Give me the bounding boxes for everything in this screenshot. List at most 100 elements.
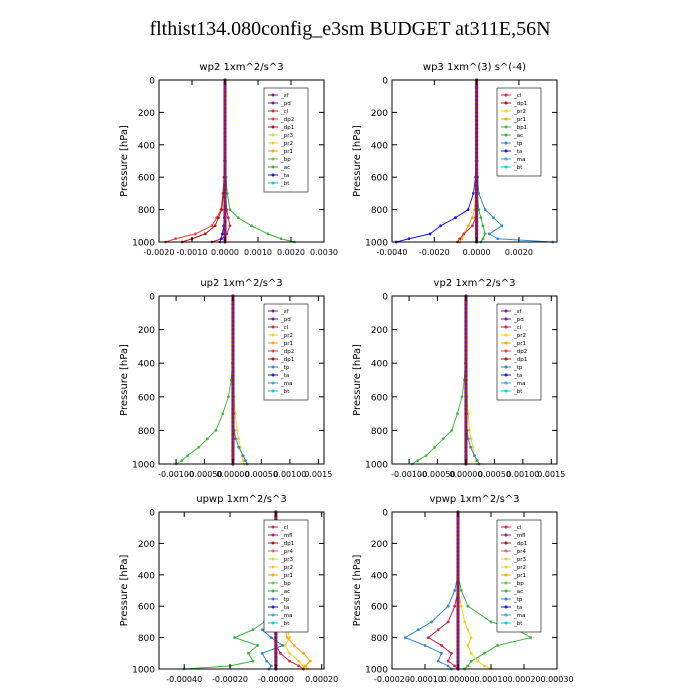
zero-line-point — [456, 553, 460, 557]
zero-line-point — [456, 620, 460, 624]
zero-line-point — [464, 412, 468, 416]
zero-line-point — [475, 216, 479, 220]
series-ta-point — [466, 208, 470, 212]
x-tick-label: 0.0015 — [537, 470, 565, 479]
zero-line-point — [231, 445, 235, 449]
zero-line-point — [223, 167, 227, 171]
legend-label: _pr2 — [513, 333, 526, 339]
zero-line-point — [231, 420, 235, 424]
series-cl-point — [446, 659, 450, 663]
zero-line-point — [475, 191, 479, 195]
zero-line-point — [223, 94, 227, 98]
y-tick-label: 800 — [138, 427, 155, 437]
y-tick-label: 400 — [371, 141, 388, 151]
series-bp1-point — [456, 412, 459, 415]
zero-line-point — [231, 353, 235, 357]
zero-line-point — [231, 302, 235, 306]
zero-line-point — [231, 433, 235, 437]
zero-line-point — [464, 374, 468, 378]
legend-label: _sf — [280, 309, 290, 315]
series-ta-point — [439, 224, 443, 228]
zero-line-point — [475, 187, 479, 191]
series-bp1-point — [416, 459, 420, 463]
zero-line-point — [223, 216, 227, 220]
y-tick-label: 600 — [371, 174, 388, 184]
series-pr2-point — [463, 620, 466, 624]
zero-line-point — [464, 407, 468, 411]
series-pr1-point — [308, 659, 312, 663]
zero-line-point — [464, 302, 468, 306]
zero-line-point — [464, 433, 468, 437]
y-tick-label: 0 — [149, 509, 155, 519]
zero-line-point — [231, 449, 235, 453]
legend-marker — [504, 621, 508, 625]
zero-line-point — [475, 139, 479, 143]
legend-marker — [504, 133, 508, 137]
zero-line-point — [464, 395, 468, 399]
legend-marker — [271, 581, 275, 585]
zero-line-point — [475, 171, 479, 175]
series-pr2-point — [467, 429, 471, 432]
x-tick-label: 0.00000 — [441, 675, 474, 684]
zero-line-point — [464, 319, 468, 323]
legend-marker — [504, 541, 508, 545]
legend-marker — [271, 133, 275, 137]
zero-line-point — [223, 127, 227, 131]
y-tick-label: 400 — [371, 571, 388, 581]
zero-line-point — [231, 441, 235, 445]
series-tp-point — [475, 459, 479, 463]
zero-line-point — [231, 382, 235, 386]
zero-line-point — [456, 588, 460, 593]
legend-marker — [271, 373, 275, 377]
legend-label: _ac — [513, 589, 523, 595]
y-tick-label: 400 — [138, 360, 155, 370]
zero-line-point — [456, 651, 460, 655]
legend-label: _dp1 — [280, 541, 294, 547]
zero-line-point — [464, 445, 468, 449]
zero-line-point — [464, 344, 468, 348]
series-pr1-point — [460, 237, 464, 241]
series-tp-point — [281, 644, 285, 647]
zero-line-point — [475, 106, 479, 110]
legend-label: _mfl — [513, 533, 526, 539]
legend-marker — [271, 141, 275, 145]
zero-line-point — [223, 143, 227, 147]
zero-line-point — [231, 328, 235, 332]
zero-line-point — [456, 533, 460, 538]
series-cl-point — [288, 659, 292, 663]
legend-label: _cl — [513, 525, 522, 531]
zero-line-point — [475, 127, 479, 131]
series-ta-point — [407, 237, 411, 241]
zero-line-point — [231, 454, 235, 458]
zero-line-point — [223, 98, 227, 102]
legend-label: _ac — [280, 165, 290, 171]
y-tick-label: 0 — [149, 293, 155, 303]
legend-marker — [271, 165, 275, 169]
series-ta-line — [396, 80, 478, 243]
legend-marker — [271, 565, 275, 569]
legend-label: _ta — [280, 373, 289, 379]
series-dp2-point — [174, 237, 177, 241]
series-cl-point — [436, 628, 440, 632]
legend-label: _ma — [513, 613, 525, 619]
series-pr2-point — [288, 651, 292, 655]
legend-label: _pr1 — [280, 149, 293, 155]
series-bp1-point — [214, 429, 218, 432]
legend-marker — [504, 93, 508, 97]
legend-marker — [271, 181, 275, 185]
y-axis-label: Pressure [hPa] — [352, 125, 363, 197]
legend-marker — [271, 173, 275, 177]
zero-line-point — [223, 147, 227, 151]
legend-marker — [271, 101, 275, 105]
zero-line-point — [464, 370, 468, 374]
series-dp1-point — [217, 216, 220, 220]
legend-marker — [271, 349, 275, 353]
legend-marker — [504, 373, 508, 377]
legend-label: _pr4 — [280, 549, 294, 555]
zero-line-point — [475, 135, 479, 139]
legend-label: _bt — [280, 389, 290, 395]
legend-marker — [271, 325, 275, 329]
zero-line-point — [475, 102, 479, 106]
chart-title: wp3 1xm^(3) s^(-4) — [423, 62, 526, 73]
legend-label: _pr1 — [280, 341, 293, 347]
